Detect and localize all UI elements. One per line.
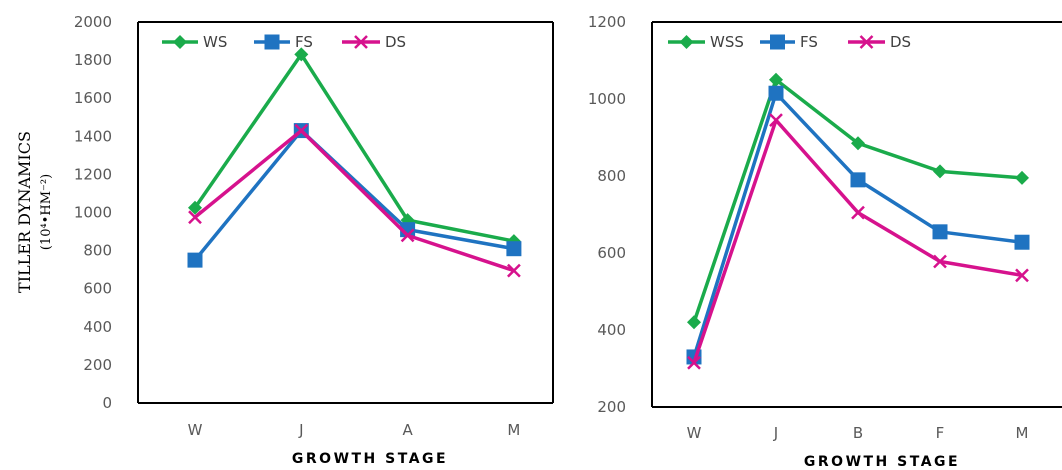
left-series-ws-line <box>193 52 515 243</box>
left-y-tick-label: 400 <box>83 318 112 336</box>
left-y-axis-unit: (10⁴•HM⁻²) <box>39 174 54 250</box>
right-x-tick-label: F <box>936 424 945 442</box>
left-series-ds-marker <box>400 228 415 243</box>
left-x-tick-label: A <box>402 421 413 439</box>
right-series-fs-marker <box>1014 234 1030 250</box>
left-series-ds-line <box>193 128 515 273</box>
right-y-tick-label: 600 <box>597 244 626 262</box>
left-y-tick-label: 1400 <box>74 127 112 145</box>
left-legend-ws-marker <box>173 35 187 49</box>
right-legend-ds-marker <box>859 35 874 49</box>
left-series-ws-marker <box>188 200 202 215</box>
right-series-wss-marker <box>769 72 783 87</box>
left-series-ds-marker <box>188 210 202 225</box>
right-series-ds-marker <box>933 254 947 269</box>
right-x-tick-label: M <box>1016 424 1029 442</box>
left-y-tick-label: 200 <box>83 356 112 374</box>
left-legend-ws-label: WS <box>203 33 227 51</box>
right-series-ds-marker <box>769 113 783 128</box>
left-x-tick-label: M <box>507 421 520 439</box>
right-series-wss-marker <box>851 136 865 151</box>
right-legend-fs-label: FS <box>800 33 818 51</box>
left-x-tick-label: J <box>298 421 303 439</box>
right-legend-wss-label: WSS <box>710 33 744 51</box>
right-series-ds-marker <box>1015 268 1029 283</box>
right-series-wss-marker <box>933 164 947 179</box>
right-series-fs-line <box>692 91 1023 358</box>
left-legend-fs-marker <box>264 34 280 50</box>
right-chart: 200 400 600 800 1000 1200 W J B F M WSS FS DS <box>588 13 1062 442</box>
left-y-axis-title: TILLER DYNAMICS <box>15 131 34 293</box>
left-y-tick-label: 1600 <box>74 89 112 107</box>
left-legend-fs-label: FS <box>295 33 313 51</box>
left-series-fs-marker <box>506 241 522 257</box>
left-x-tick-label: W <box>188 421 203 439</box>
right-series-ds-marker <box>687 355 701 370</box>
right-y-tick-label: 200 <box>597 398 626 416</box>
left-y-tick-label: 1800 <box>74 51 112 69</box>
right-series-ds-marker <box>851 205 865 220</box>
left-series-fs-marker <box>187 252 203 268</box>
right-y-tick-label: 1000 <box>588 90 626 108</box>
right-series-fs-marker <box>932 224 948 240</box>
right-y-tick-label: 400 <box>597 321 626 339</box>
right-series-fs-marker <box>768 85 784 101</box>
left-legend-ds-marker <box>354 35 368 49</box>
right-series-ds-line <box>692 118 1023 364</box>
right-legend-ds-label: DS <box>890 33 911 51</box>
right-legend-wss-marker <box>679 35 694 49</box>
right-x-axis-title: GROWTH STAGE <box>804 454 960 470</box>
right-series-wss-marker <box>1015 170 1029 185</box>
right-y-tick-label: 1200 <box>588 13 626 31</box>
right-x-tick-label: B <box>853 424 863 442</box>
left-y-tick-label: 0 <box>102 394 112 412</box>
left-series-ds-marker <box>507 263 521 278</box>
left-series-fs-line <box>193 128 515 262</box>
left-series-ds-marker <box>294 123 309 138</box>
left-legend-ds-label: DS <box>385 33 406 51</box>
right-x-tick-label: W <box>687 424 702 442</box>
right-x-tick-label: J <box>773 424 778 442</box>
left-y-tick-label: 1200 <box>74 165 112 183</box>
left-y-tick-label: 600 <box>83 280 112 298</box>
left-y-tick-label: 1000 <box>74 204 112 222</box>
right-y-tick-label: 800 <box>597 167 626 185</box>
left-y-tick-label: 800 <box>83 242 112 260</box>
left-x-axis-title: GROWTH STAGE <box>292 451 448 467</box>
left-series-ws-marker <box>294 47 309 62</box>
left-chart: 0 200 400 600 800 1000 1200 1400 1600 1800 2000 W J A… <box>74 13 554 439</box>
right-legend-fs-marker <box>770 34 785 50</box>
left-y-tick-label: 2000 <box>74 13 112 31</box>
right-series-fs-marker <box>850 172 866 188</box>
right-series-wss-marker <box>687 315 701 330</box>
